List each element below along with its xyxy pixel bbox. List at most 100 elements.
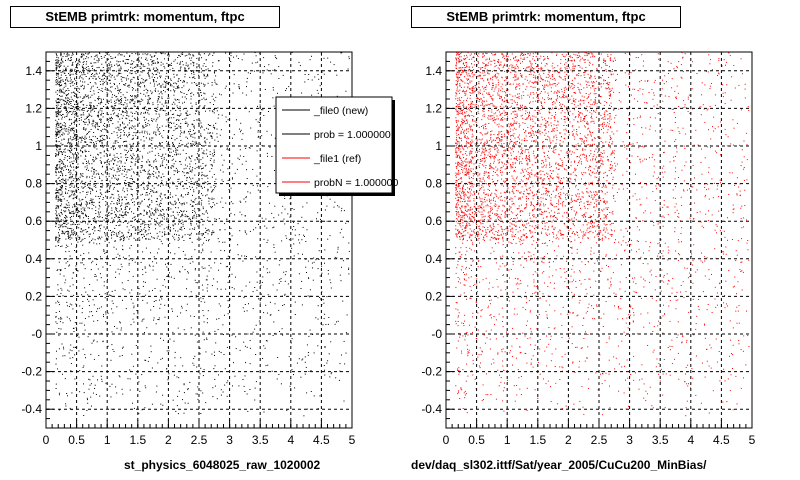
data-point [77, 102, 79, 104]
data-point [105, 61, 107, 63]
data-point [64, 83, 66, 85]
data-point [70, 184, 72, 186]
data-point [202, 163, 204, 164]
data-point [146, 302, 148, 304]
data-point [114, 240, 116, 242]
data-point [56, 67, 58, 69]
data-point [339, 274, 341, 276]
data-point [68, 230, 69, 232]
data-point [302, 206, 304, 208]
data-point [271, 212, 273, 214]
data-point [72, 357, 74, 359]
data-point [62, 61, 64, 63]
data-point [102, 266, 104, 268]
data-point [75, 237, 77, 239]
data-point [173, 374, 175, 376]
data-point [165, 84, 167, 86]
data-point [83, 209, 85, 211]
data-point [124, 182, 126, 183]
data-point [72, 81, 74, 83]
data-point [94, 276, 96, 277]
data-point [119, 269, 121, 270]
data-point [140, 185, 142, 186]
data-point [179, 270, 181, 272]
data-point [195, 102, 197, 104]
data-point [110, 120, 112, 122]
data-point [98, 59, 100, 61]
data-point [57, 200, 59, 202]
data-point [231, 177, 233, 179]
data-point [87, 94, 89, 96]
data-point [183, 203, 185, 205]
data-point [134, 66, 136, 68]
data-point [143, 136, 145, 138]
data-point [190, 136, 192, 138]
data-point [136, 190, 138, 192]
data-point [59, 111, 61, 113]
data-point [138, 206, 140, 208]
data-point [272, 335, 274, 336]
data-point [59, 101, 61, 103]
data-point [186, 82, 188, 84]
data-point [205, 164, 207, 166]
data-point [108, 294, 110, 296]
data-point [138, 413, 140, 415]
data-point [68, 112, 70, 114]
data-point [122, 249, 124, 251]
data-point [336, 321, 337, 323]
data-point [169, 338, 171, 340]
data-point [169, 144, 171, 146]
data-point [101, 87, 103, 89]
data-point [69, 235, 71, 237]
data-point [215, 83, 217, 85]
data-point [203, 174, 205, 176]
data-point [95, 141, 97, 143]
data-point [83, 277, 85, 279]
data-point [63, 221, 65, 223]
data-point [82, 98, 84, 99]
data-point [96, 263, 97, 265]
data-point [114, 217, 116, 219]
data-point [71, 139, 73, 141]
data-point [122, 288, 124, 290]
data-point [314, 76, 316, 78]
data-point [146, 327, 148, 329]
data-point [126, 105, 128, 107]
data-point [163, 339, 164, 341]
data-point [160, 196, 161, 198]
data-point [250, 72, 251, 74]
data-point [150, 59, 152, 61]
data-point [100, 98, 102, 100]
data-point [128, 59, 130, 61]
data-point [87, 294, 89, 296]
data-point [173, 129, 175, 131]
data-point [184, 254, 186, 256]
data-point [239, 230, 241, 232]
data-point [163, 147, 165, 149]
data-point [76, 134, 78, 136]
data-point [130, 111, 132, 113]
data-point [162, 394, 164, 396]
data-point [68, 150, 70, 151]
data-point [92, 201, 94, 203]
data-point [211, 176, 213, 178]
data-point [80, 80, 81, 82]
data-point [214, 128, 216, 130]
data-point [109, 119, 111, 121]
data-point [202, 224, 204, 226]
data-point [337, 248, 339, 250]
data-point [137, 85, 139, 87]
data-point [159, 75, 161, 77]
data-point [79, 109, 81, 111]
data-point [70, 212, 72, 214]
data-point [64, 107, 66, 109]
data-point [241, 59, 243, 61]
data-point [59, 214, 60, 216]
data-point [162, 165, 164, 167]
data-point [125, 156, 127, 158]
data-point [262, 109, 264, 111]
data-point [114, 103, 116, 105]
data-point [183, 108, 184, 110]
data-point [92, 189, 94, 191]
data-point [101, 380, 103, 382]
